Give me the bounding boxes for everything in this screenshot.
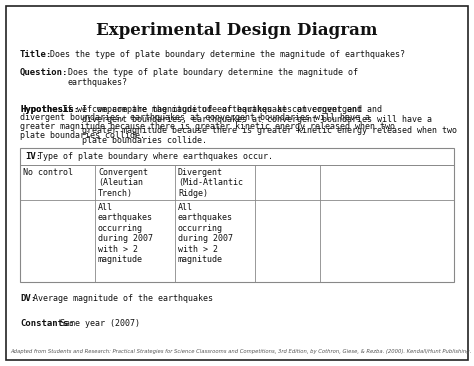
Text: Convergent
(Aleutian
Trench): Convergent (Aleutian Trench)	[98, 168, 148, 198]
Text: Does the type of plate boundary determine the magnitude of earthquakes?: Does the type of plate boundary determin…	[50, 50, 405, 59]
Text: Constants:: Constants:	[20, 319, 74, 328]
Text: If we compare the magnitude of earthquakes at convergent and
divergent boundarie: If we compare the magnitude of earthquak…	[82, 105, 457, 145]
Bar	[20, 148, 454, 282]
Text: Title:: Title:	[20, 50, 52, 59]
Text: divergent boundaries, earthquakes at convergent boundaries will have a: divergent boundaries, earthquakes at con…	[20, 113, 370, 123]
Text: Average magnitude of the earthquakes: Average magnitude of the earthquakes	[33, 294, 213, 303]
Text: Experimental Design Diagram: Experimental Design Diagram	[96, 22, 378, 39]
Text: greater magnitude because there is greater kinetic energy released when two: greater magnitude because there is great…	[20, 122, 395, 131]
Text: Hypothesis:: Hypothesis:	[20, 105, 79, 114]
Text: No control: No control	[23, 168, 73, 177]
Text: Does the type of plate boundary determine the magnitude of
earthquakes?: Does the type of plate boundary determin…	[68, 68, 358, 87]
Text: If we compare the magnitude of earthquakes at convergent and: If we compare the magnitude of earthquak…	[62, 105, 362, 114]
Text: Hypothesis: If we compare the magnitude of earthquakes at convergent and
diverge: Hypothesis: If we compare the magnitude …	[20, 105, 395, 145]
Text: Divergent
(Mid-Atlantic
Ridge): Divergent (Mid-Atlantic Ridge)	[178, 168, 243, 198]
Text: All
earthquakes
occurring
during 2007
with > 2
magnitude: All earthquakes occurring during 2007 wi…	[178, 203, 233, 264]
Text: IV:: IV:	[25, 152, 41, 161]
Text: All
earthquakes
occurring
during 2007
with > 2
magnitude: All earthquakes occurring during 2007 wi…	[98, 203, 153, 264]
Text: DV:: DV:	[20, 294, 36, 303]
Text: plate boundaries collide.: plate boundaries collide.	[20, 131, 145, 139]
Text: Same year (2007): Same year (2007)	[60, 319, 140, 328]
Text: Adapted from Students and Research: Practical Strategies for Science Classrooms : Adapted from Students and Research: Prac…	[10, 349, 471, 354]
Text: Question:: Question:	[20, 68, 68, 77]
Text: Type of plate boundary where earthquakes occur.: Type of plate boundary where earthquakes…	[38, 152, 273, 161]
Text: Hypothesis:: Hypothesis:	[20, 105, 79, 114]
